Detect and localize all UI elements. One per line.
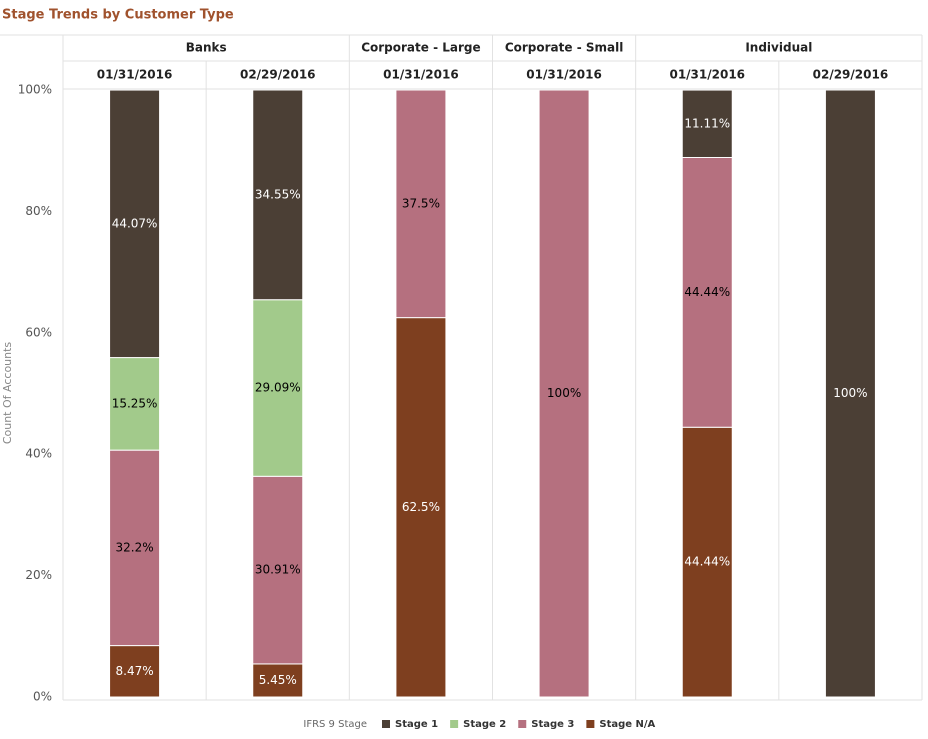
group-label: Corporate - Large xyxy=(361,41,480,55)
group-label: Corporate - Small xyxy=(505,41,624,55)
bar-segment xyxy=(252,663,304,698)
y-tick-label: 80% xyxy=(25,204,52,218)
y-tick-label: 60% xyxy=(25,325,52,339)
bar-segment xyxy=(395,317,447,698)
x-tick-label: 02/29/2016 xyxy=(813,68,889,82)
group-label: Banks xyxy=(186,41,227,55)
bar-segment xyxy=(109,89,161,359)
legend-label: Stage 3 xyxy=(531,719,574,730)
y-tick-label: 20% xyxy=(25,568,52,582)
legend-swatch xyxy=(450,720,459,728)
legend-label: Stage 2 xyxy=(463,719,506,730)
bar-segment xyxy=(681,426,733,698)
group-label: Individual xyxy=(745,41,812,55)
y-tick-label: 40% xyxy=(25,447,52,461)
data-label: 44.07% xyxy=(112,216,158,230)
x-tick-label: 02/29/2016 xyxy=(240,68,316,82)
data-label: 37.5% xyxy=(402,196,440,210)
data-label: 30.91% xyxy=(255,563,301,577)
data-label: 34.55% xyxy=(255,187,301,201)
y-tick-label: 100% xyxy=(18,83,52,97)
chart-title: Stage Trends by Customer Type xyxy=(2,8,234,23)
data-label: 44.44% xyxy=(684,555,730,569)
y-tick-label: 0% xyxy=(33,690,52,704)
legend-label: Stage N/A xyxy=(599,719,655,730)
legend-swatch xyxy=(586,720,595,728)
x-tick-label: 01/31/2016 xyxy=(669,68,745,82)
bar-segment xyxy=(681,89,733,158)
data-label: 32.2% xyxy=(116,540,154,554)
data-label: 11.11% xyxy=(684,116,730,130)
bar-segment xyxy=(109,645,161,698)
legend-title: IFRS 9 Stage xyxy=(303,719,367,730)
data-label: 5.45% xyxy=(259,673,297,687)
data-label: 100% xyxy=(547,386,581,400)
bar-segment xyxy=(681,156,733,428)
data-label: 100% xyxy=(833,386,867,400)
bar-segment xyxy=(252,89,304,301)
legend-swatch xyxy=(518,720,527,728)
y-axis-label: Count Of Accounts xyxy=(1,342,14,445)
legend-swatch xyxy=(382,720,390,728)
bar-segment xyxy=(109,357,161,451)
data-label: 29.09% xyxy=(255,381,301,395)
x-tick-label: 01/31/2016 xyxy=(383,68,459,82)
bar-segment xyxy=(109,449,161,647)
data-label: 44.44% xyxy=(684,285,730,299)
data-label: 8.47% xyxy=(116,664,154,678)
bar-segment xyxy=(538,89,590,698)
x-tick-label: 01/31/2016 xyxy=(526,68,602,82)
legend-label: Stage 1 xyxy=(395,719,438,730)
x-tick-label: 01/31/2016 xyxy=(97,68,173,82)
bar-segment xyxy=(824,89,876,698)
bar-segment xyxy=(395,89,447,319)
data-label: 15.25% xyxy=(112,396,158,410)
data-label: 62.5% xyxy=(402,500,440,514)
